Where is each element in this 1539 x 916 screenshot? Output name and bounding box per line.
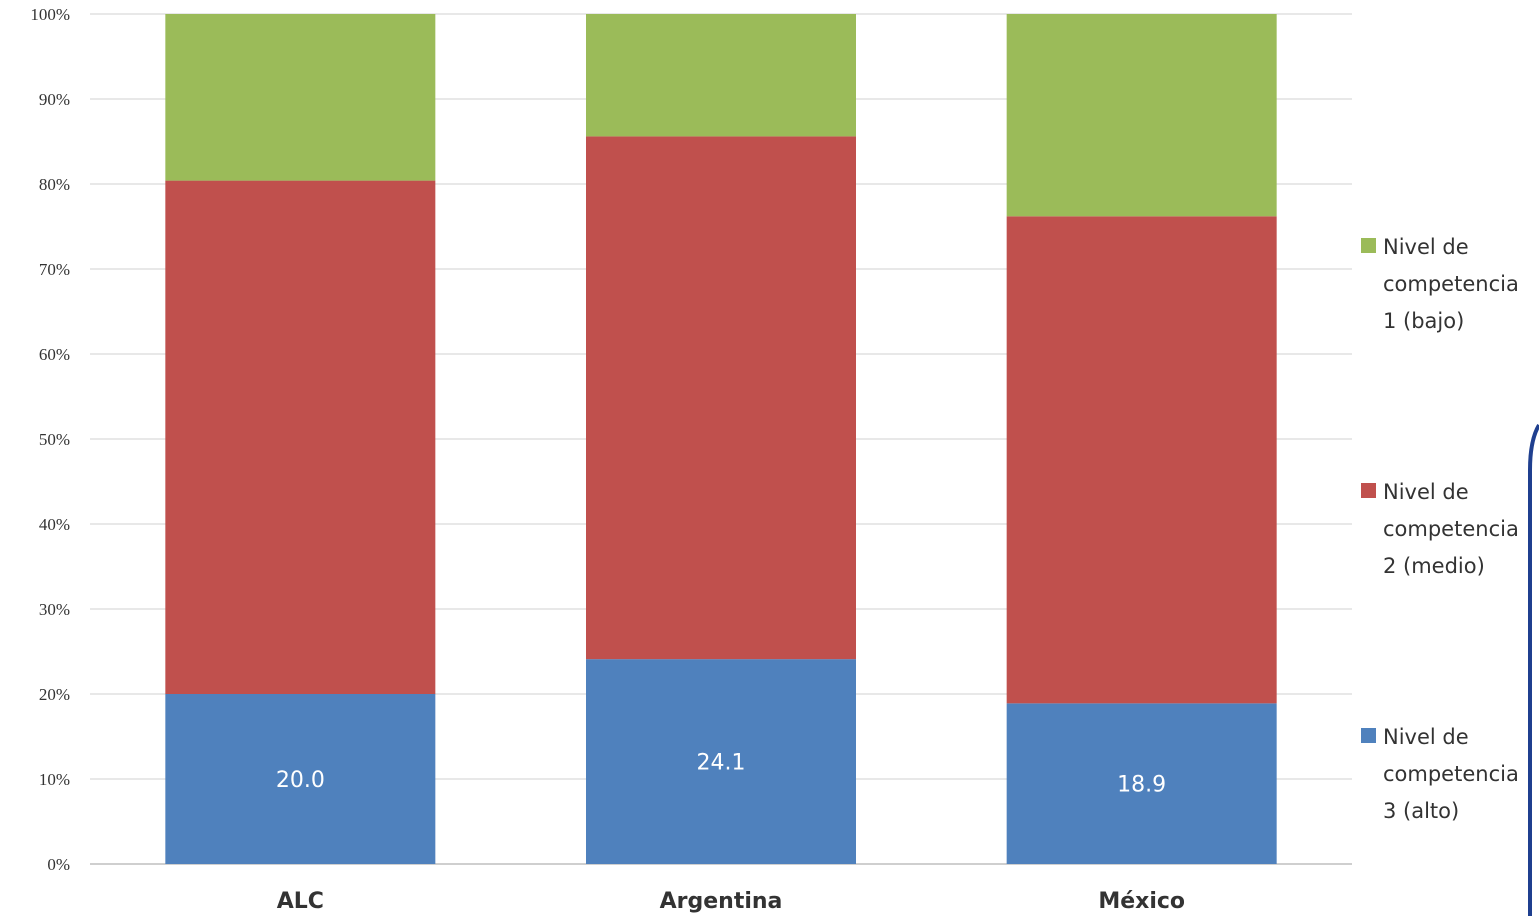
bar-segment: [165, 14, 436, 181]
bar-segment: [1006, 703, 1277, 864]
bar-segment: [586, 14, 856, 137]
legend-swatch: [1361, 238, 1376, 253]
legend-entry-label: competencia: [1383, 762, 1519, 786]
category-label: Argentina: [660, 889, 783, 914]
y-tick-label: 30%: [39, 600, 70, 619]
legend-entry-label: Nivel de: [1383, 235, 1469, 259]
legend-swatch: [1361, 483, 1376, 498]
y-tick-label: 10%: [39, 770, 70, 789]
y-tick-label: 70%: [39, 260, 70, 279]
y-tick-label: 50%: [39, 430, 70, 449]
bar-segment: [586, 659, 856, 864]
bar-segment: [586, 136, 856, 660]
bar-segment: [1006, 14, 1277, 217]
legend-entry-label: competencia: [1383, 517, 1519, 541]
legend: Nivel de competencia 1 (bajo) Nivel de compe…: [1361, 235, 1519, 823]
data-label: 20.0: [276, 768, 325, 793]
bar-segment: [165, 694, 436, 864]
decorative-frame-edge: [1528, 423, 1539, 916]
y-tick-label: 100%: [30, 5, 70, 24]
bar-segment: [165, 180, 436, 695]
y-tick-label: 40%: [39, 515, 70, 534]
y-tick-label: 80%: [39, 175, 70, 194]
y-tick-label: 60%: [39, 345, 70, 364]
y-axis: 0% 10% 20% 30% 40% 50% 60% 70% 80% 90% 100%: [30, 5, 70, 874]
legend-entry-label: 3 (alto): [1383, 799, 1459, 823]
legend-entry-label: Nivel de: [1383, 725, 1469, 749]
x-axis: ALC Argentina México: [277, 889, 1185, 914]
legend-entry-label: 2 (medio): [1383, 554, 1485, 578]
data-label: 24.1: [697, 751, 746, 776]
legend-entry-label: Nivel de: [1383, 480, 1469, 504]
legend-entry-label: competencia: [1383, 272, 1519, 296]
category-label: ALC: [277, 889, 324, 914]
bars: 20.0 24.1 18.9: [165, 14, 1277, 864]
legend-entry-label: 1 (bajo): [1383, 309, 1464, 333]
legend-swatch: [1361, 728, 1376, 743]
bar-segment: [1006, 216, 1277, 704]
y-tick-label: 90%: [39, 90, 70, 109]
data-label: 18.9: [1117, 773, 1166, 798]
y-tick-label: 0%: [47, 855, 70, 874]
category-label: México: [1098, 889, 1185, 914]
y-tick-label: 20%: [39, 685, 70, 704]
